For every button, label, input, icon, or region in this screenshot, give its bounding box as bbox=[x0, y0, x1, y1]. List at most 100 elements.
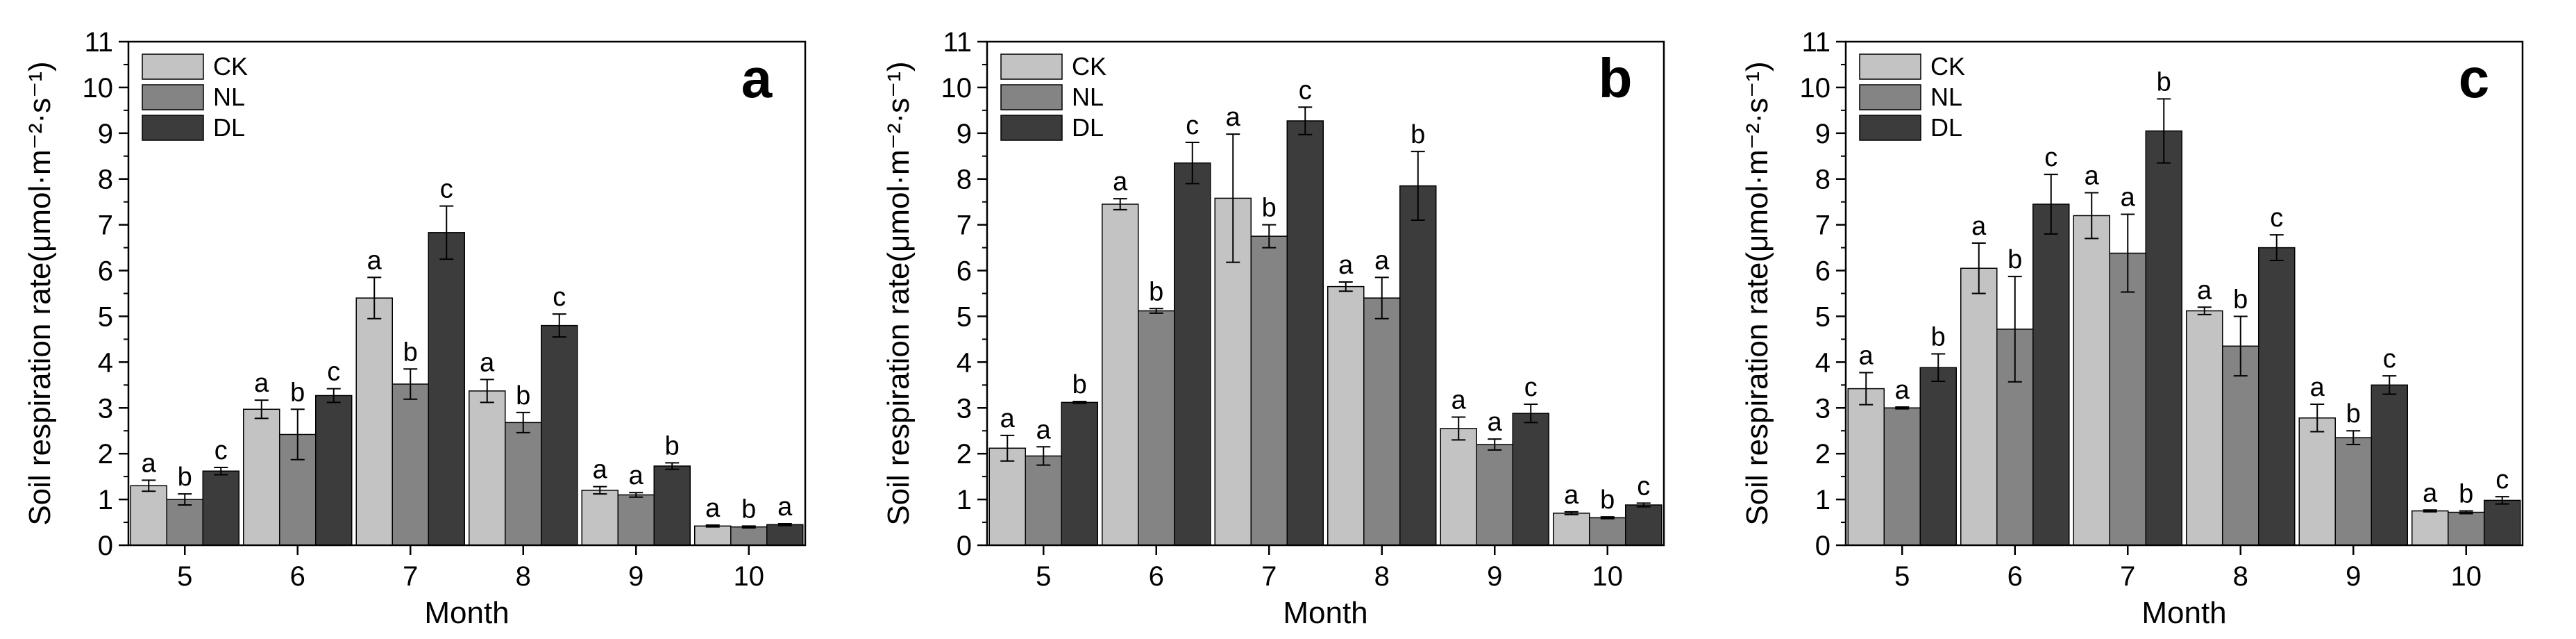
x-tick-label: 6 bbox=[290, 561, 305, 592]
x-tick-label: 5 bbox=[1036, 561, 1051, 592]
y-tick-label: 9 bbox=[957, 119, 972, 149]
bar-CK bbox=[130, 485, 167, 546]
y-axis-title: Soil respiration rate(μmol·m⁻²·s⁻¹) bbox=[882, 61, 916, 525]
bar-NL bbox=[617, 494, 655, 546]
x-axis-title: Month bbox=[424, 596, 509, 630]
bar-DL bbox=[1061, 401, 1098, 546]
significance-letter: a bbox=[1374, 246, 1390, 275]
significance-letter: a bbox=[1488, 408, 1503, 437]
x-tick-label: 5 bbox=[177, 561, 192, 592]
x-axis-title: Month bbox=[1283, 596, 1367, 630]
significance-letter: a bbox=[593, 456, 608, 485]
y-tick-label: 8 bbox=[1815, 165, 1830, 195]
y-tick-label: 5 bbox=[1815, 301, 1830, 332]
bar-CK bbox=[1847, 388, 1885, 546]
bar-CK bbox=[355, 297, 393, 546]
legend-swatch-DL bbox=[142, 115, 204, 141]
y-tick-label: 8 bbox=[98, 165, 113, 195]
bar-NL bbox=[392, 383, 429, 546]
y-tick-label: 8 bbox=[957, 165, 972, 195]
significance-letter: b bbox=[1931, 323, 1946, 352]
bar-DL bbox=[1399, 185, 1437, 546]
significance-letter: a bbox=[1226, 103, 1241, 132]
plot-frame bbox=[1844, 40, 2524, 547]
bar-CK bbox=[1960, 267, 1998, 546]
significance-letter: c bbox=[1637, 472, 1650, 501]
bar-CK bbox=[581, 490, 618, 546]
legend-swatch-NL bbox=[1859, 84, 1921, 110]
significance-letter: b bbox=[2233, 285, 2248, 314]
significance-letter: a bbox=[367, 246, 382, 275]
legend-label-DL: DL bbox=[1930, 113, 1962, 142]
significance-letter: a bbox=[777, 492, 793, 522]
legend-label-NL: NL bbox=[1930, 83, 1962, 111]
significance-letter: a bbox=[1000, 404, 1016, 433]
bar-NL bbox=[2109, 252, 2146, 546]
y-tick-label: 11 bbox=[1801, 27, 1830, 58]
panel-letter: c bbox=[2459, 47, 2490, 109]
significance-letter: b bbox=[178, 463, 192, 492]
significance-letter: a bbox=[480, 348, 495, 377]
bar-DL bbox=[1512, 413, 1549, 546]
y-tick-label: 4 bbox=[1815, 347, 1830, 378]
significance-letter: b bbox=[2459, 480, 2473, 509]
significance-letter: b bbox=[290, 378, 305, 407]
significance-letter: b bbox=[2346, 399, 2361, 429]
y-tick-label: 6 bbox=[957, 256, 972, 287]
significance-letter: a bbox=[1113, 167, 1128, 197]
y-tick-label: 10 bbox=[83, 73, 114, 103]
y-tick-label: 2 bbox=[957, 439, 972, 470]
bar-DL bbox=[1286, 120, 1324, 546]
bar-NL bbox=[166, 499, 203, 546]
significance-letter: c bbox=[2270, 204, 2283, 233]
significance-letter: c bbox=[1524, 373, 1538, 402]
significance-letter: c bbox=[2044, 143, 2057, 172]
legend-label-DL: DL bbox=[1072, 113, 1104, 142]
significance-letter: a bbox=[1036, 415, 1052, 445]
significance-letter: c bbox=[553, 283, 566, 312]
y-tick-label: 9 bbox=[1815, 119, 1830, 149]
y-tick-label: 3 bbox=[957, 393, 972, 424]
bar-DL bbox=[541, 324, 578, 546]
bar-NL bbox=[2448, 511, 2485, 546]
significance-letter: b bbox=[1149, 277, 1163, 306]
bar-DL bbox=[428, 232, 465, 546]
bar-DL bbox=[1919, 367, 1957, 546]
bar-CK bbox=[2298, 417, 2336, 546]
bar-DL bbox=[1174, 162, 1211, 546]
y-tick-label: 3 bbox=[98, 393, 113, 424]
x-tick-label: 9 bbox=[1487, 561, 1502, 592]
y-tick-label: 1 bbox=[1815, 485, 1830, 515]
bar-NL bbox=[1883, 407, 1921, 546]
y-tick-label: 4 bbox=[957, 347, 972, 378]
bar-DL bbox=[2484, 499, 2521, 546]
significance-letter: a bbox=[1338, 251, 1354, 280]
significance-letter: c bbox=[2495, 465, 2509, 495]
plot-frame bbox=[127, 40, 807, 547]
bar-DL bbox=[2145, 130, 2182, 546]
bar-CK bbox=[1327, 285, 1365, 546]
significance-letter: b bbox=[665, 431, 680, 460]
significance-letter: b bbox=[1072, 370, 1087, 399]
panel-letter: a bbox=[741, 47, 773, 109]
x-tick-label: 10 bbox=[734, 561, 765, 592]
plot-frame bbox=[986, 40, 1665, 547]
x-tick-label: 6 bbox=[1149, 561, 1164, 592]
significance-letter: c bbox=[440, 175, 453, 204]
y-tick-label: 7 bbox=[1815, 210, 1830, 241]
significance-letter: b bbox=[403, 338, 418, 367]
x-tick-label: 6 bbox=[2007, 561, 2023, 592]
significance-letter: a bbox=[1451, 385, 1467, 415]
y-axis-title: Soil respiration rate(μmol·m⁻²·s⁻¹) bbox=[1740, 61, 1774, 525]
significance-letter: a bbox=[629, 461, 644, 490]
bar-NL bbox=[2334, 437, 2372, 546]
bar-DL bbox=[202, 470, 239, 546]
significance-letter: a bbox=[1859, 342, 1874, 371]
bar-DL bbox=[2032, 204, 2070, 546]
significance-letter: c bbox=[214, 436, 228, 465]
bar-DL bbox=[1625, 504, 1662, 546]
